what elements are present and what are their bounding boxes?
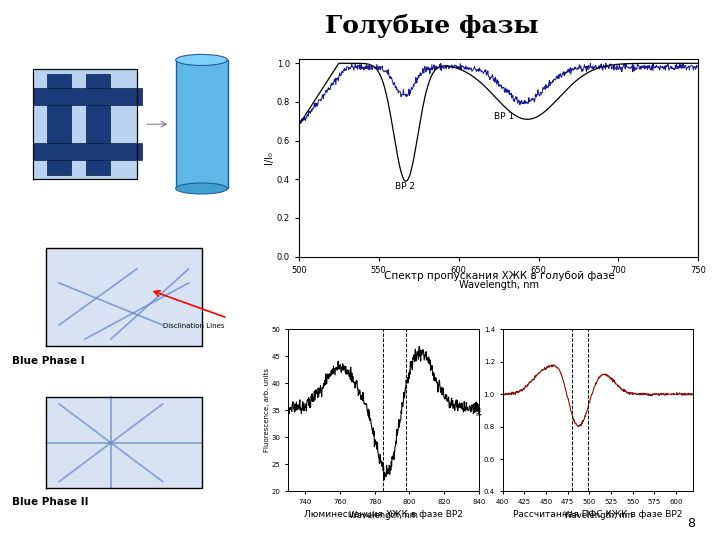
X-axis label: Wavelength, nm: Wavelength, nm: [349, 511, 418, 519]
Bar: [48, 74, 71, 175]
Text: Спектр пропускания ХЖК в голубой фазе: Спектр пропускания ХЖК в голубой фазе: [384, 271, 614, 281]
Bar: [33, 89, 142, 105]
Text: 8: 8: [687, 517, 695, 530]
Text: BP 2: BP 2: [395, 182, 415, 191]
Bar: [33, 144, 142, 160]
Bar: [176, 60, 228, 188]
Ellipse shape: [176, 183, 228, 194]
Text: Disclination Lines: Disclination Lines: [163, 323, 224, 329]
Text: Blue Phase I: Blue Phase I: [12, 356, 85, 367]
Text: Люминесценция ХЖК в фазе BP2: Люминесценция ХЖК в фазе BP2: [305, 510, 463, 519]
Text: BP 1: BP 1: [494, 112, 514, 122]
X-axis label: Wavelength, nm: Wavelength, nm: [459, 280, 539, 290]
Y-axis label: I/I₀: I/I₀: [264, 152, 274, 164]
Text: Голубые фазы: Голубые фазы: [325, 14, 539, 37]
Bar: [86, 74, 109, 175]
X-axis label: Wavelength, nm: Wavelength, nm: [564, 511, 632, 519]
Y-axis label: I/I₀: I/I₀: [477, 406, 482, 415]
Text: Blue Phase II: Blue Phase II: [12, 497, 89, 507]
Text: Рассчитанная ПФС ХЖК в фазе BP2: Рассчитанная ПФС ХЖК в фазе BP2: [513, 510, 683, 519]
Y-axis label: Fluorescence, arb. units: Fluorescence, arb. units: [264, 368, 270, 453]
Bar: [33, 69, 137, 179]
Ellipse shape: [176, 55, 228, 65]
